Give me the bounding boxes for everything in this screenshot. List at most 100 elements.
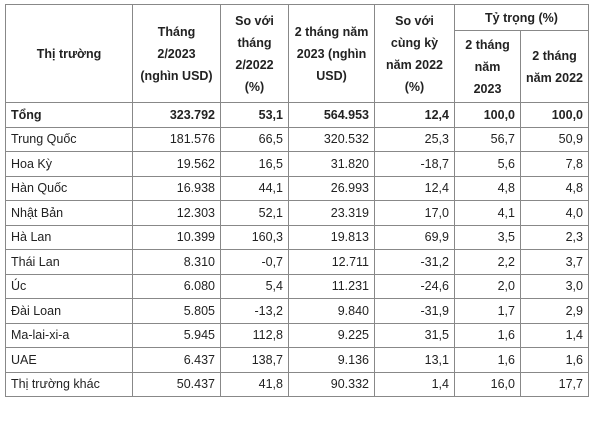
market-cell: Ma-lai-xi-a <box>5 322 133 348</box>
table-row: Thị trường khác 50.437 41,8 90.332 1,4 16,0 17… <box>5 371 589 397</box>
value-cell: 5,6 <box>454 151 521 177</box>
value-cell: 160,3 <box>220 224 289 250</box>
value-cell: 323.792 <box>132 102 221 128</box>
value-cell: 6.080 <box>132 273 221 299</box>
value-cell: 12,4 <box>374 175 455 201</box>
market-cell: Tổng <box>5 102 133 128</box>
value-cell: 9.840 <box>288 298 375 324</box>
market-cell: Thị trường khác <box>5 371 133 397</box>
value-cell: -18,7 <box>374 151 455 177</box>
value-cell: -24,6 <box>374 273 455 299</box>
market-cell: Đài Loan <box>5 298 133 324</box>
value-cell: 564.953 <box>288 102 375 128</box>
market-cell: Trung Quốc <box>5 126 133 152</box>
table-row: Đài Loan 5.805 -13,2 9.840 -31,9 1,7 2,9 <box>5 298 589 324</box>
value-cell: 1,4 <box>374 371 455 397</box>
value-cell: 1,6 <box>520 347 589 373</box>
value-cell: 90.332 <box>288 371 375 397</box>
value-cell: -31,9 <box>374 298 455 324</box>
value-cell: 31,5 <box>374 322 455 348</box>
value-cell: 12,4 <box>374 102 455 128</box>
value-cell: -0,7 <box>220 249 289 275</box>
market-cell: UAE <box>5 347 133 373</box>
value-cell: 8.310 <box>132 249 221 275</box>
value-cell: 17,7 <box>520 371 589 397</box>
value-cell: 12.711 <box>288 249 375 275</box>
header-cell: 2 tháng năm 2023 (nghìn USD) <box>288 4 375 103</box>
value-cell: 11.231 <box>288 273 375 299</box>
value-cell: -13,2 <box>220 298 289 324</box>
table-body: Tổng 323.792 53,1 564.953 12,4 100,0 100,0 Trun… <box>5 102 589 397</box>
value-cell: 16,0 <box>454 371 521 397</box>
value-cell: 50.437 <box>132 371 221 397</box>
value-cell: 4,8 <box>520 175 589 201</box>
data-table: Thị trường Tháng 2/2023 (nghìn USD) So v… <box>5 4 589 397</box>
header-cell: Tỷ trọng (%) <box>454 4 589 31</box>
value-cell: 3,0 <box>520 273 589 299</box>
value-cell: 69,9 <box>374 224 455 250</box>
table-row: UAE 6.437 138,7 9.136 13,1 1,6 1,6 <box>5 347 589 373</box>
header-cell: 2 tháng năm 2023 <box>454 30 521 103</box>
table-row: Thái Lan 8.310 -0,7 12.711 -31,2 2,2 3,7 <box>5 249 589 275</box>
value-cell: 6.437 <box>132 347 221 373</box>
value-cell: 138,7 <box>220 347 289 373</box>
value-cell: 5.945 <box>132 322 221 348</box>
table-row: Tổng 323.792 53,1 564.953 12,4 100,0 100,0 <box>5 102 589 128</box>
value-cell: 26.993 <box>288 175 375 201</box>
value-cell: 5,4 <box>220 273 289 299</box>
value-cell: 100,0 <box>520 102 589 128</box>
market-cell: Úc <box>5 273 133 299</box>
table-row: Ma-lai-xi-a 5.945 112,8 9.225 31,5 1,6 1,4 <box>5 322 589 348</box>
market-cell: Hoa Kỳ <box>5 151 133 177</box>
value-cell: 1,4 <box>520 322 589 348</box>
value-cell: 19.562 <box>132 151 221 177</box>
header-cell: Tháng 2/2023 (nghìn USD) <box>132 4 221 103</box>
value-cell: 44,1 <box>220 175 289 201</box>
table-row: Hoa Kỳ 19.562 16,5 31.820 -18,7 5,6 7,8 <box>5 151 589 177</box>
value-cell: 7,8 <box>520 151 589 177</box>
value-cell: 9.136 <box>288 347 375 373</box>
value-cell: 12.303 <box>132 200 221 226</box>
value-cell: 53,1 <box>220 102 289 128</box>
market-cell: Hàn Quốc <box>5 175 133 201</box>
value-cell: 13,1 <box>374 347 455 373</box>
value-cell: 2,9 <box>520 298 589 324</box>
header-cell: Thị trường <box>5 4 133 103</box>
value-cell: 56,7 <box>454 126 521 152</box>
table-row: Nhật Bản 12.303 52,1 23.319 17,0 4,1 4,0 <box>5 200 589 226</box>
table-row: Trung Quốc 181.576 66,5 320.532 25,3 56,7 50,9 <box>5 126 589 152</box>
value-cell: 17,0 <box>374 200 455 226</box>
value-cell: 31.820 <box>288 151 375 177</box>
header-cell: 2 tháng năm 2022 <box>520 30 589 103</box>
value-cell: 4,0 <box>520 200 589 226</box>
value-cell: 50,9 <box>520 126 589 152</box>
table-row: Hàn Quốc 16.938 44,1 26.993 12,4 4,8 4,8 <box>5 175 589 201</box>
value-cell: 52,1 <box>220 200 289 226</box>
value-cell: 3,7 <box>520 249 589 275</box>
value-cell: 1,7 <box>454 298 521 324</box>
value-cell: 25,3 <box>374 126 455 152</box>
value-cell: 4,1 <box>454 200 521 226</box>
value-cell: 16.938 <box>132 175 221 201</box>
value-cell: -31,2 <box>374 249 455 275</box>
market-cell: Thái Lan <box>5 249 133 275</box>
value-cell: 1,6 <box>454 322 521 348</box>
value-cell: 66,5 <box>220 126 289 152</box>
value-cell: 41,8 <box>220 371 289 397</box>
header-cell: So với tháng 2/2022 (%) <box>220 4 289 103</box>
value-cell: 9.225 <box>288 322 375 348</box>
value-cell: 19.813 <box>288 224 375 250</box>
value-cell: 5.805 <box>132 298 221 324</box>
value-cell: 10.399 <box>132 224 221 250</box>
value-cell: 2,2 <box>454 249 521 275</box>
value-cell: 100,0 <box>454 102 521 128</box>
value-cell: 2,3 <box>520 224 589 250</box>
value-cell: 320.532 <box>288 126 375 152</box>
value-cell: 3,5 <box>454 224 521 250</box>
header-cell: So với cùng kỳ năm 2022 (%) <box>374 4 455 103</box>
table-row: Hà Lan 10.399 160,3 19.813 69,9 3,5 2,3 <box>5 224 589 250</box>
market-cell: Hà Lan <box>5 224 133 250</box>
value-cell: 4,8 <box>454 175 521 201</box>
value-cell: 2,0 <box>454 273 521 299</box>
